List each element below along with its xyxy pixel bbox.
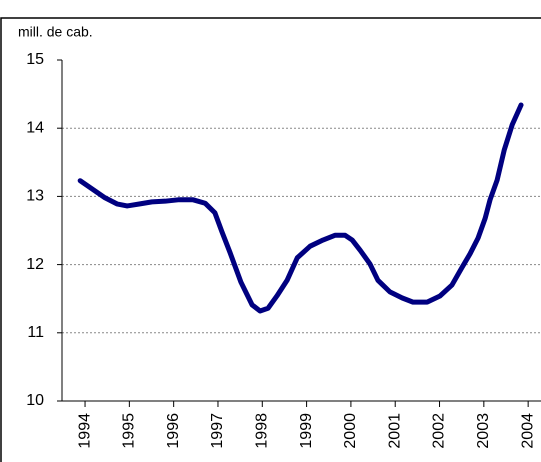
x-tick-label: 2002 xyxy=(431,413,448,449)
x-tick-label: 1999 xyxy=(298,413,315,449)
y-tick-label: 10 xyxy=(26,392,44,409)
x-tick-label: 2004 xyxy=(519,413,536,449)
line xyxy=(77,102,524,314)
x-tick-label: 2001 xyxy=(386,413,403,449)
y-tick-label: 12 xyxy=(26,256,44,273)
x-tick-label: 1995 xyxy=(121,413,138,449)
y-tick-label: 13 xyxy=(26,188,44,205)
y-tick-label: 11 xyxy=(27,324,44,341)
chart-frame xyxy=(0,17,541,462)
y-tick-label: 14 xyxy=(26,119,44,136)
x-tick-label: 1997 xyxy=(209,413,226,449)
x-tick-label: 1996 xyxy=(165,413,182,449)
x-tick-label: 1998 xyxy=(254,413,271,449)
x-tick-label: 1994 xyxy=(76,413,93,449)
x-tick-label: 2003 xyxy=(475,413,492,449)
y-unit-label: mill. de cab. xyxy=(18,24,93,40)
y-tick-label: 15 xyxy=(26,51,44,68)
x-tick-label: 2000 xyxy=(342,413,359,449)
